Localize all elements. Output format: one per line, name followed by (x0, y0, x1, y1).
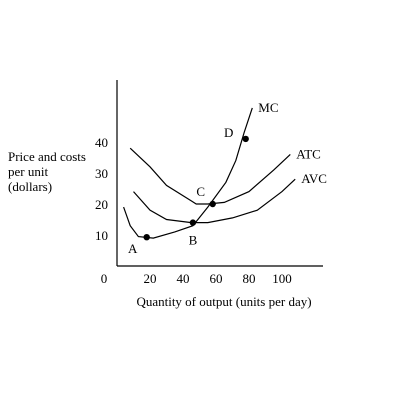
y-axis-label: Price and costs per unit (dollars) (8, 149, 89, 194)
axes (116, 80, 323, 267)
x-tick-label: 20 (144, 271, 157, 286)
series-avc-line (133, 178, 296, 224)
point-b-marker (189, 219, 197, 226)
point-a-marker (143, 234, 150, 241)
point-d-marker (242, 135, 249, 143)
series-avc-label: AVC (301, 171, 327, 186)
x-tick-label: 100 (272, 271, 292, 286)
curves (123, 107, 296, 239)
point-markers: A B C D (128, 125, 249, 256)
tick-labels: 20 40 60 80 100 10 20 30 40 (95, 135, 292, 286)
y-tick-label: 40 (95, 135, 108, 150)
y-axis-label-line-3: (dollars) (8, 179, 52, 194)
x-tick-label: 60 (210, 271, 223, 286)
point-c-label: C (196, 184, 205, 199)
y-tick-label: 20 (95, 197, 108, 212)
x-tick-label: 40 (177, 271, 190, 286)
y-axis-label-line-1: Price and costs (8, 149, 86, 164)
point-d-label: D (224, 125, 233, 140)
series-atc-label: ATC (296, 146, 321, 161)
series-mc-label: MC (258, 100, 278, 115)
point-b-label: B (189, 233, 198, 248)
point-a-label: A (128, 241, 138, 256)
x-tick-label: 80 (243, 271, 256, 286)
origin-label: 0 (101, 271, 108, 286)
y-tick-label: 10 (95, 228, 108, 243)
series-atc-line (129, 147, 291, 205)
point-c-marker (209, 200, 216, 208)
x-axis-label: Quantity of output (units per day) (136, 294, 311, 309)
y-axis-label-line-2: per unit (8, 164, 48, 179)
y-tick-label: 30 (95, 166, 108, 181)
curve-labels: MC ATC AVC (258, 100, 327, 186)
